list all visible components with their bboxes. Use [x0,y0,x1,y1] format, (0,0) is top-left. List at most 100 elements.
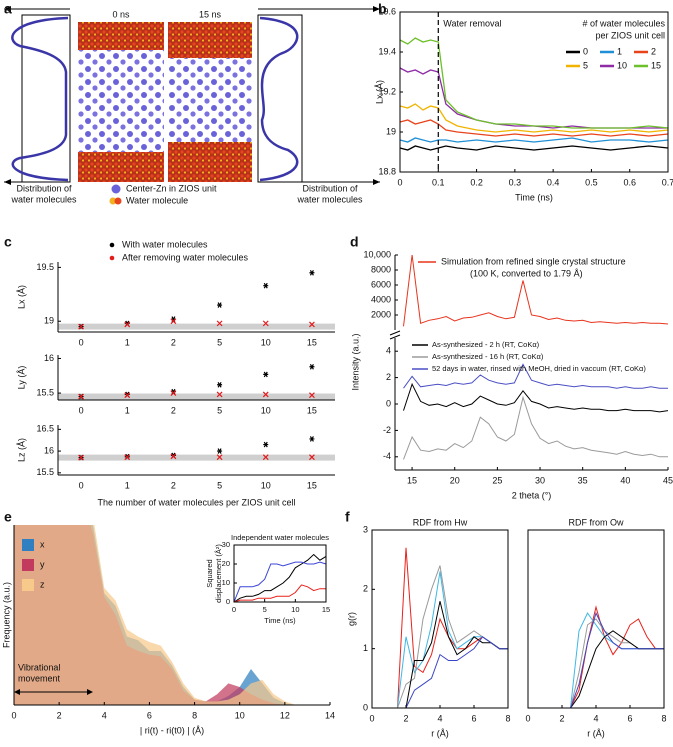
x-tick-label: 15 [322,605,330,614]
line [528,630,664,709]
marker [308,321,315,328]
y-tick-label: 15.5 [36,387,54,397]
y-tick-label: 19.5 [36,262,54,272]
x-axis-label: Time (ns) [264,616,296,625]
line [403,254,668,327]
x-tick-label: 4 [593,713,598,723]
y-axis-label: Frequency (a.u.) [1,582,11,648]
chart-title: RDF from Ow [569,517,624,527]
x-tick-label: 10 [235,710,245,720]
marker [216,320,223,327]
arrow-head [373,6,380,12]
marker [309,436,315,442]
marker [309,363,315,370]
x-tick-label: 14 [325,710,335,720]
x-tick-label: 2 [403,713,408,723]
marker [216,454,223,461]
legend-label: 5 [583,60,588,70]
x-tick-label: 5 [217,337,222,347]
y-tick-label: 0 [363,702,368,712]
y-tick-label: 19 [386,126,396,136]
line [233,584,326,603]
legend-icon [114,197,122,205]
y-tick-label: 16 [44,353,54,363]
marker [262,391,269,398]
x-tick-label: 15 [307,337,317,347]
x-tick-label: 0 [369,713,374,723]
marker [124,454,131,461]
legend-label: x [40,539,45,549]
legend-swatch [22,559,34,571]
x-tick-label: 10 [261,405,271,415]
reference-band [58,323,335,330]
line [403,395,668,460]
y-tick-label: 30 [222,540,230,549]
y-tick-label: 16 [44,445,54,455]
marker [262,454,269,461]
reference-band [58,454,335,461]
y-axis-label: g(r) [346,612,356,626]
legend-label: As-synthesized - 16 h (RT, CoKα) [432,352,544,361]
water-layer [168,22,252,58]
legend-label: 10 [617,60,627,70]
x-tick-label: 5 [217,480,222,490]
annotation: Vibrational [18,662,60,672]
panel-label: e [4,509,12,525]
x-tick-label: 10 [261,337,271,347]
x-tick-label: 2 [171,405,176,415]
y-axis-label: Ly (Å) [16,366,26,390]
chart-title: RDF from Hw [413,517,468,527]
arrow-head [4,179,11,185]
dist-label: water molecules [10,194,77,204]
legend-label: As-synthesized - 2 h (RT, CoKα) [432,340,540,349]
x-tick-label: 35 [578,475,588,485]
marker [308,454,315,461]
y-tick-label: 8000 [371,264,391,274]
legend-title: per ZIOS unit cell [595,30,665,40]
x-tick-label: 0.1 [432,177,445,187]
dist-curve [259,16,299,182]
inset-bg [234,545,326,602]
legend-label: y [40,559,45,569]
legend-label: z [40,579,45,589]
y-axis-label: Squared [205,559,214,587]
y-tick-label: 0 [226,597,230,606]
x-tick-label: 15 [307,405,317,415]
marker [263,441,269,448]
y-axis-label: Lx (Å) [16,285,26,309]
x-tick-label: 0 [525,713,530,723]
line [233,561,327,603]
y-tick-label: 10,000 [363,249,391,259]
y-axis-label: Lx (Å) [374,80,384,104]
panel-label: c [4,234,12,250]
marker [217,381,223,388]
marker [309,269,315,276]
x-tick-label: 0 [79,405,84,415]
time-label: 15 ns [199,9,222,19]
x-tick-label: 25 [492,475,502,485]
marker [170,453,177,460]
y-axis-label: Lz (Å) [16,438,26,462]
y-tick-label: 3 [363,524,368,534]
dist-label: water molecules [296,194,363,204]
x-tick-label: 4 [102,710,107,720]
x-axis-label: r (Å) [431,728,449,738]
legend-marker [109,255,115,261]
x-tick-label: 1 [125,405,130,415]
y-tick-label: 2000 [371,309,391,319]
y-tick-label: 2 [363,584,368,594]
legend-title: # of water molecules [582,18,665,28]
y-tick-label: 19.2 [378,86,396,96]
marker [170,318,177,325]
line [399,137,669,143]
annotation: movement [18,673,61,683]
legend-label: 1 [617,46,622,56]
water-layer [78,22,164,50]
x-tick-label: 4 [437,713,442,723]
marker [78,454,85,461]
legend-icon [111,184,121,194]
y-tick-label: 4000 [371,294,391,304]
y-tick-label: -2 [383,425,391,435]
annotation: Water removal [443,18,501,28]
